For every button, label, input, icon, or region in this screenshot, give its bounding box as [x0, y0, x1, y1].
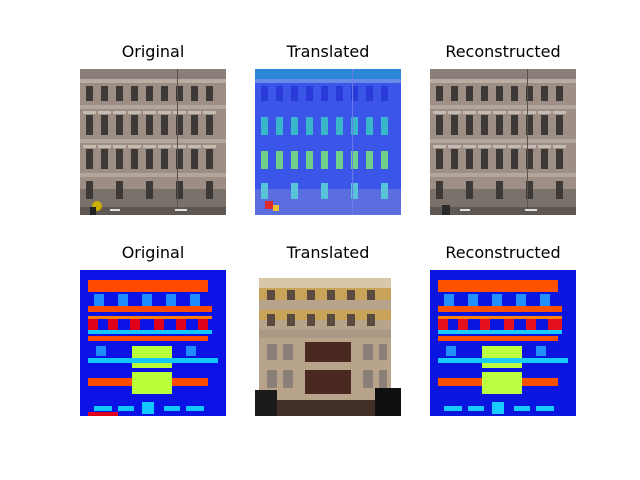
translated-facade-photo-image: [255, 270, 401, 416]
label-map-image: [80, 270, 226, 416]
panel-title: Original: [121, 42, 185, 61]
panel-title: Reconstructed: [445, 243, 561, 262]
panel-title: Original: [121, 243, 185, 262]
reconstructed-label-map-image: [430, 270, 576, 416]
panel-title: Reconstructed: [445, 42, 561, 61]
reconstructed-facade-photo-image: [430, 69, 576, 215]
translated-label-map-image: [255, 69, 401, 215]
facade-photo-image: [80, 69, 226, 215]
panel-title: Translated: [286, 42, 370, 61]
panel-title: Translated: [286, 243, 370, 262]
